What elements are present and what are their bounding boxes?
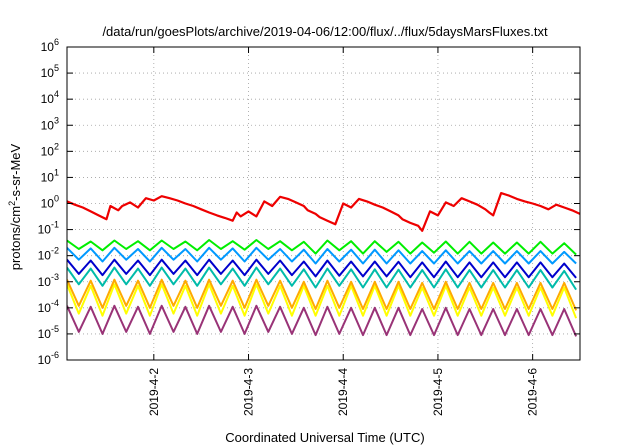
y-tick-label-base: 10 (41, 92, 55, 106)
y-tick-label: 103 (41, 115, 59, 132)
y-tick-label-base: 10 (41, 197, 55, 211)
y-tick-label-exp: 4 (54, 89, 59, 99)
x-tick-label: 2019-4-6 (526, 368, 540, 416)
y-tick-label-exp: -1 (51, 220, 59, 230)
y-tick-label: 10-2 (38, 246, 59, 263)
y-tick-label-base: 10 (38, 249, 52, 263)
series-line (67, 278, 578, 311)
series-line (67, 283, 578, 319)
y-axis-label-sup: 2 (7, 201, 17, 206)
series-line (67, 246, 577, 265)
y-axis-label-base: protons/cm (8, 206, 23, 270)
y-tick-label: 100 (41, 194, 59, 211)
y-tick-label-base: 10 (41, 170, 55, 184)
y-tick-label-exp: 5 (54, 63, 59, 73)
series-line (67, 239, 577, 256)
y-tick-label-exp: 0 (54, 194, 59, 204)
y-tick-label: 10-3 (38, 272, 59, 289)
chart-title: /data/run/goesPlots/archive/2019-04-06/1… (102, 24, 548, 39)
y-tick-label-exp: -3 (51, 272, 59, 282)
y-tick-label-base: 10 (38, 301, 52, 315)
y-tick-label-base: 10 (41, 144, 55, 158)
series-line (67, 192, 580, 232)
y-tick-label: 104 (41, 89, 59, 106)
x-tick-label: 2019-4-4 (336, 368, 350, 416)
series-line (67, 266, 577, 291)
y-tick-label-exp: 1 (54, 167, 59, 177)
series-line (67, 258, 577, 279)
y-tick-label-base: 10 (41, 118, 55, 132)
series-layer (67, 192, 580, 337)
x-tick-label: 2019-4-3 (242, 368, 256, 416)
y-tick-label-base: 10 (38, 327, 52, 341)
axis-ticks: 10-610-510-410-310-210-11001011021031041… (38, 37, 580, 416)
y-tick-label: 10-6 (38, 350, 59, 367)
y-tick-label-exp: 3 (54, 115, 59, 125)
x-axis-label: Coordinated Universal Time (UTC) (225, 430, 424, 445)
y-tick-label-base: 10 (38, 353, 52, 367)
y-tick-label-exp: -2 (51, 246, 59, 256)
y-tick-label: 105 (41, 63, 59, 80)
y-tick-label: 101 (41, 167, 59, 184)
y-tick-label-base: 10 (41, 40, 55, 54)
y-tick-label: 10-4 (38, 298, 59, 315)
y-tick-label: 106 (41, 37, 59, 54)
y-tick-label-exp: 6 (54, 37, 59, 47)
y-axis-label: protons/cm2-s-sr-MeV (7, 143, 23, 270)
y-tick-label-exp: -5 (51, 324, 59, 334)
y-tick-label: 102 (41, 141, 59, 158)
y-tick-label: 10-1 (38, 220, 59, 237)
y-tick-label-exp: -6 (51, 350, 59, 360)
series-line (67, 304, 578, 337)
y-tick-label: 10-5 (38, 324, 59, 341)
y-axis-label-rest: -s-sr-MeV (8, 143, 23, 200)
y-tick-label-base: 10 (38, 275, 52, 289)
x-tick-label: 2019-4-5 (431, 368, 445, 416)
y-tick-label-base: 10 (38, 223, 52, 237)
y-tick-label-base: 10 (41, 66, 55, 80)
y-tick-label-exp: -4 (51, 298, 59, 308)
x-tick-label: 2019-4-2 (147, 368, 161, 416)
y-tick-label-exp: 2 (54, 141, 59, 151)
